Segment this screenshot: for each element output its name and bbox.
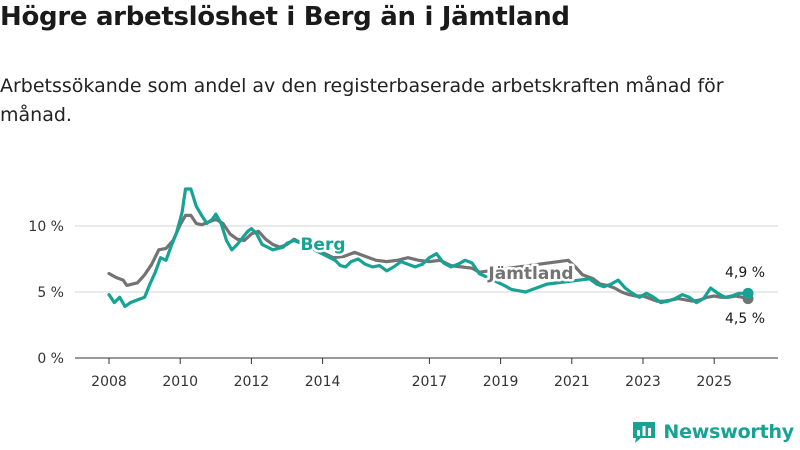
x-tick-label: 2021 (554, 374, 590, 390)
x-tick-label: 2012 (234, 374, 270, 390)
series-label-berg: Berg (300, 235, 345, 255)
x-tick-label: 2008 (91, 374, 127, 390)
end-value-label-jamtland: 4,5 % (725, 311, 765, 327)
chart-title: Högre arbetslöshet i Berg än i Jämtland (0, 2, 570, 32)
brand-name: Newsworthy (663, 421, 794, 443)
x-tick-label: 2010 (162, 374, 198, 390)
x-tick-label: 2014 (305, 374, 341, 390)
series-label-jamtland: Jämtland (487, 264, 573, 284)
end-value-label-berg: 4,9 % (725, 265, 765, 281)
y-tick-label: 5 % (37, 285, 64, 301)
newsworthy-logo-icon (633, 422, 656, 443)
x-tick-label: 2017 (412, 374, 448, 390)
series-line-berg (107, 187, 750, 309)
x-tick-label: 2023 (625, 374, 661, 390)
y-tick-label: 0 % (37, 351, 64, 367)
y-tick-label: 10 % (28, 219, 64, 235)
end-point-berg (742, 287, 754, 299)
brand-logo: Newsworthy (631, 419, 794, 445)
x-tick-label: 2019 (483, 374, 519, 390)
x-tick-label: 2025 (696, 374, 732, 390)
chart-subtitle: Arbetssökande som andel av den registerb… (0, 75, 724, 126)
